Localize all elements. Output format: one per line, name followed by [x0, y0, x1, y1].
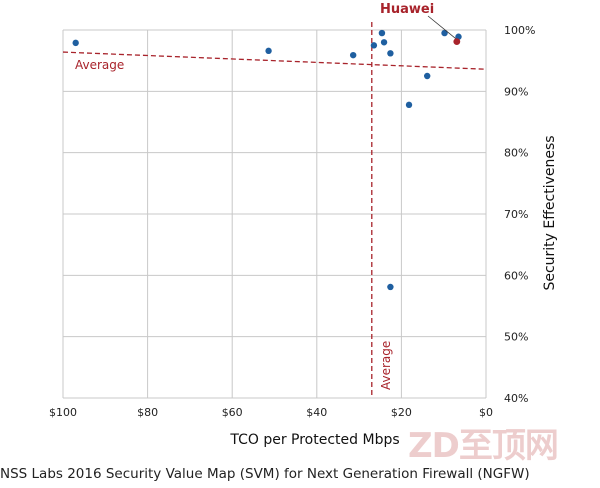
- data-point: [405, 101, 413, 109]
- y-tick-label: 90%: [504, 85, 528, 98]
- y-tick-label: 40%: [504, 392, 528, 405]
- data-point: [441, 29, 448, 37]
- x-tick-label: $40: [306, 406, 327, 419]
- data-point: [387, 283, 394, 291]
- huawei-label: Huawei: [380, 2, 434, 17]
- x-tick-label: $0: [479, 406, 493, 419]
- y-tick-label: 100%: [504, 24, 535, 37]
- huawei-leader-line: [427, 15, 457, 39]
- y-tick-label: 50%: [504, 331, 528, 344]
- watermark: ZD至顶网: [408, 426, 559, 466]
- y-tick-label: 80%: [504, 147, 528, 160]
- x-tick-label: $20: [391, 406, 412, 419]
- data-point: [72, 39, 79, 47]
- average-line-horizontal: [62, 51, 487, 70]
- data-point: [424, 72, 431, 80]
- data-point: [349, 51, 357, 59]
- x-axis-label: TCO per Protected Mbps: [230, 432, 400, 448]
- x-tick-label: $60: [222, 406, 243, 419]
- average-label-vertical: Average: [379, 341, 393, 390]
- data-point: [265, 47, 272, 55]
- data-point: [380, 39, 388, 46]
- x-tick-label: $100: [49, 406, 77, 419]
- y-tick-label: 60%: [504, 269, 528, 282]
- data-point: [370, 42, 378, 49]
- data-point: [387, 50, 394, 57]
- y-tick-label: 70%: [504, 208, 528, 221]
- x-tick-label: $80: [137, 406, 158, 419]
- huawei-point: [453, 38, 461, 46]
- chart-title: NSS Labs 2016 Security Value Map (SVM) f…: [0, 466, 530, 482]
- average-label-horizontal: Average: [75, 58, 124, 72]
- y-axis-label: Security Effectiveness: [542, 135, 558, 291]
- data-point: [378, 29, 386, 37]
